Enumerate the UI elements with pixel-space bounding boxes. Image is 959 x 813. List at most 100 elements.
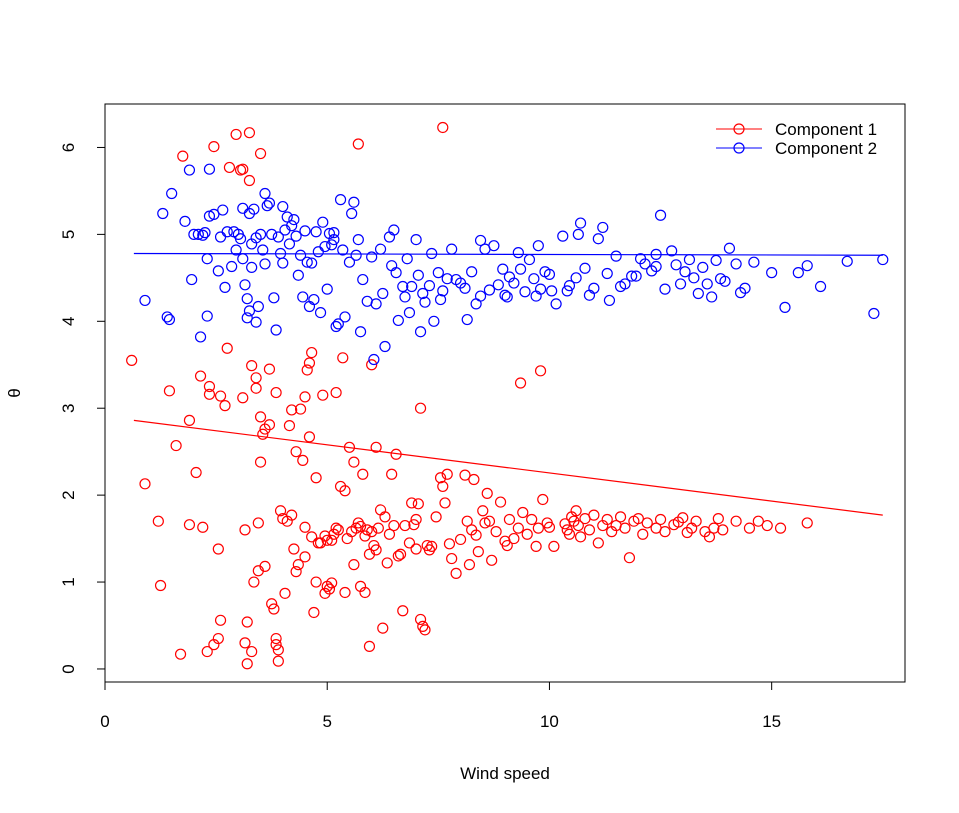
point-component-2 [841,255,853,267]
point-component-1 [174,648,187,660]
point-component-1 [454,533,467,546]
point-component-2 [570,272,582,284]
point-component-2 [659,283,671,295]
point-component-2 [466,266,478,278]
point-component-1 [654,513,667,526]
point-component-1 [490,526,502,538]
point-component-1 [286,509,298,521]
point-component-2 [166,187,178,200]
point-component-1 [223,161,236,174]
point-component-2 [461,313,473,326]
point-component-1 [614,511,627,523]
point-component-1 [283,419,296,432]
point-component-2 [723,242,736,254]
x-tick-label: 0 [100,712,109,731]
point-component-2 [263,197,276,209]
point-component-1 [214,614,227,626]
point-component-1 [163,385,176,397]
point-component-2 [434,293,447,306]
point-component-1 [574,531,587,543]
point-component-2 [261,200,273,212]
point-component-1 [619,522,631,534]
point-component-1 [690,515,702,527]
point-component-2 [259,187,271,200]
point-component-1 [370,544,382,556]
point-component-2 [508,277,520,289]
point-component-2 [157,207,169,220]
point-component-2 [397,280,409,293]
point-component-2 [501,291,513,303]
point-component-1 [237,392,249,404]
point-component-1 [203,388,216,400]
point-component-1 [263,363,276,375]
point-component-2 [877,253,889,266]
point-component-2 [386,260,398,272]
point-component-1 [537,493,549,506]
point-component-2 [426,247,438,260]
point-component-1 [377,622,389,634]
point-component-1 [374,504,387,516]
point-component-1 [477,505,489,517]
point-component-2 [650,260,662,273]
point-component-1 [237,163,249,175]
y-tick-label: 4 [59,317,78,326]
point-component-2 [383,231,396,243]
point-component-2 [406,280,418,293]
point-component-1 [717,524,729,536]
point-component-2 [670,259,682,271]
point-component-2 [403,307,416,319]
point-component-2 [550,298,562,310]
point-component-2 [270,324,282,336]
point-component-1 [419,624,431,636]
point-component-2 [188,228,200,240]
point-component-1 [406,497,418,509]
point-component-1 [366,359,378,371]
point-component-1 [441,468,453,480]
point-component-2 [679,266,691,278]
point-component-2 [317,216,329,228]
point-component-1 [470,529,482,541]
point-component-1 [126,354,138,367]
point-component-2 [310,226,322,238]
point-component-1 [483,515,496,527]
point-component-2 [266,228,278,240]
point-component-1 [403,537,416,549]
point-component-1 [521,528,533,540]
point-component-1 [330,386,342,399]
point-component-1 [270,632,282,645]
point-component-2 [701,278,713,290]
point-component-2 [597,221,609,234]
point-component-2 [370,298,382,310]
point-component-2 [706,291,718,303]
point-component-2 [601,267,613,280]
point-component-2 [339,311,351,323]
point-component-2 [390,267,402,279]
point-component-1 [323,583,336,595]
point-component-2 [250,316,262,328]
point-component-2 [192,228,204,240]
point-component-2 [366,251,378,263]
point-component-1 [299,521,311,533]
point-component-1 [152,515,164,527]
point-component-2 [748,256,760,268]
point-component-1 [306,531,318,543]
point-component-1 [139,478,151,490]
fit-lines [133,252,883,516]
point-component-2 [572,228,584,240]
point-component-1 [339,485,351,497]
point-component-1 [390,448,402,460]
point-component-1 [503,513,516,526]
point-component-1 [246,360,258,372]
x-tick-label: 5 [322,712,331,731]
point-component-1 [383,528,396,540]
point-component-1 [641,517,653,529]
point-component-2 [739,282,751,294]
point-component-1 [632,512,644,525]
point-component-2 [561,285,573,297]
point-component-1 [268,603,280,615]
point-component-2 [234,233,247,245]
point-component-2 [230,244,242,256]
point-component-1 [292,559,304,571]
point-component-1 [252,517,264,529]
point-component-1 [730,515,742,527]
